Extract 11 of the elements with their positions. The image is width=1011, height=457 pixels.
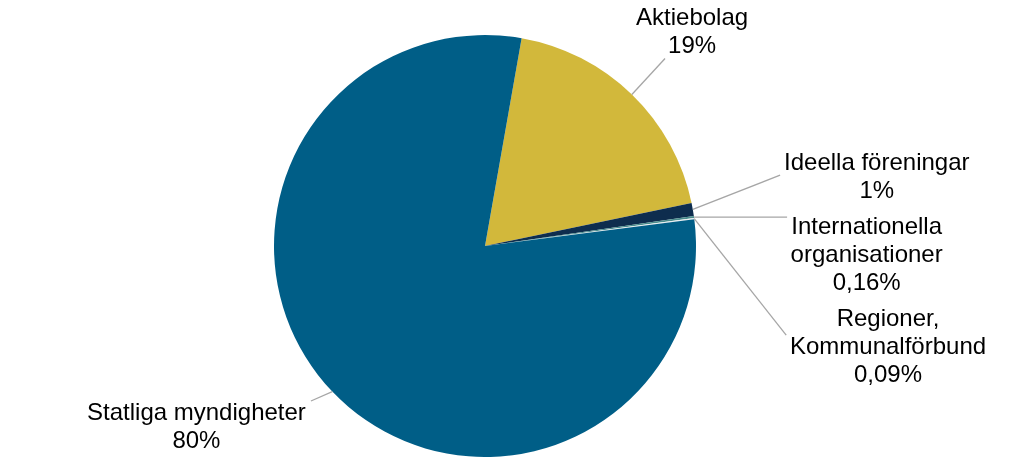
data-label: 80% — [172, 426, 221, 453]
data-label: 1% — [859, 176, 895, 204]
data-label: 0,16% — [832, 268, 901, 296]
slice-label: Aktiebolag — [636, 3, 749, 31]
slice-label: Regioner, Kommunalförbund — [789, 304, 987, 360]
slice-label: Ideella föreningar — [784, 148, 970, 176]
pie-slice — [485, 202, 694, 246]
data-label: 0,09% — [854, 360, 923, 388]
slice-label: Statliga myndigheter — [87, 398, 306, 425]
slice-label: Internationella organisationer — [790, 212, 943, 268]
data-label: 19% — [668, 31, 717, 59]
